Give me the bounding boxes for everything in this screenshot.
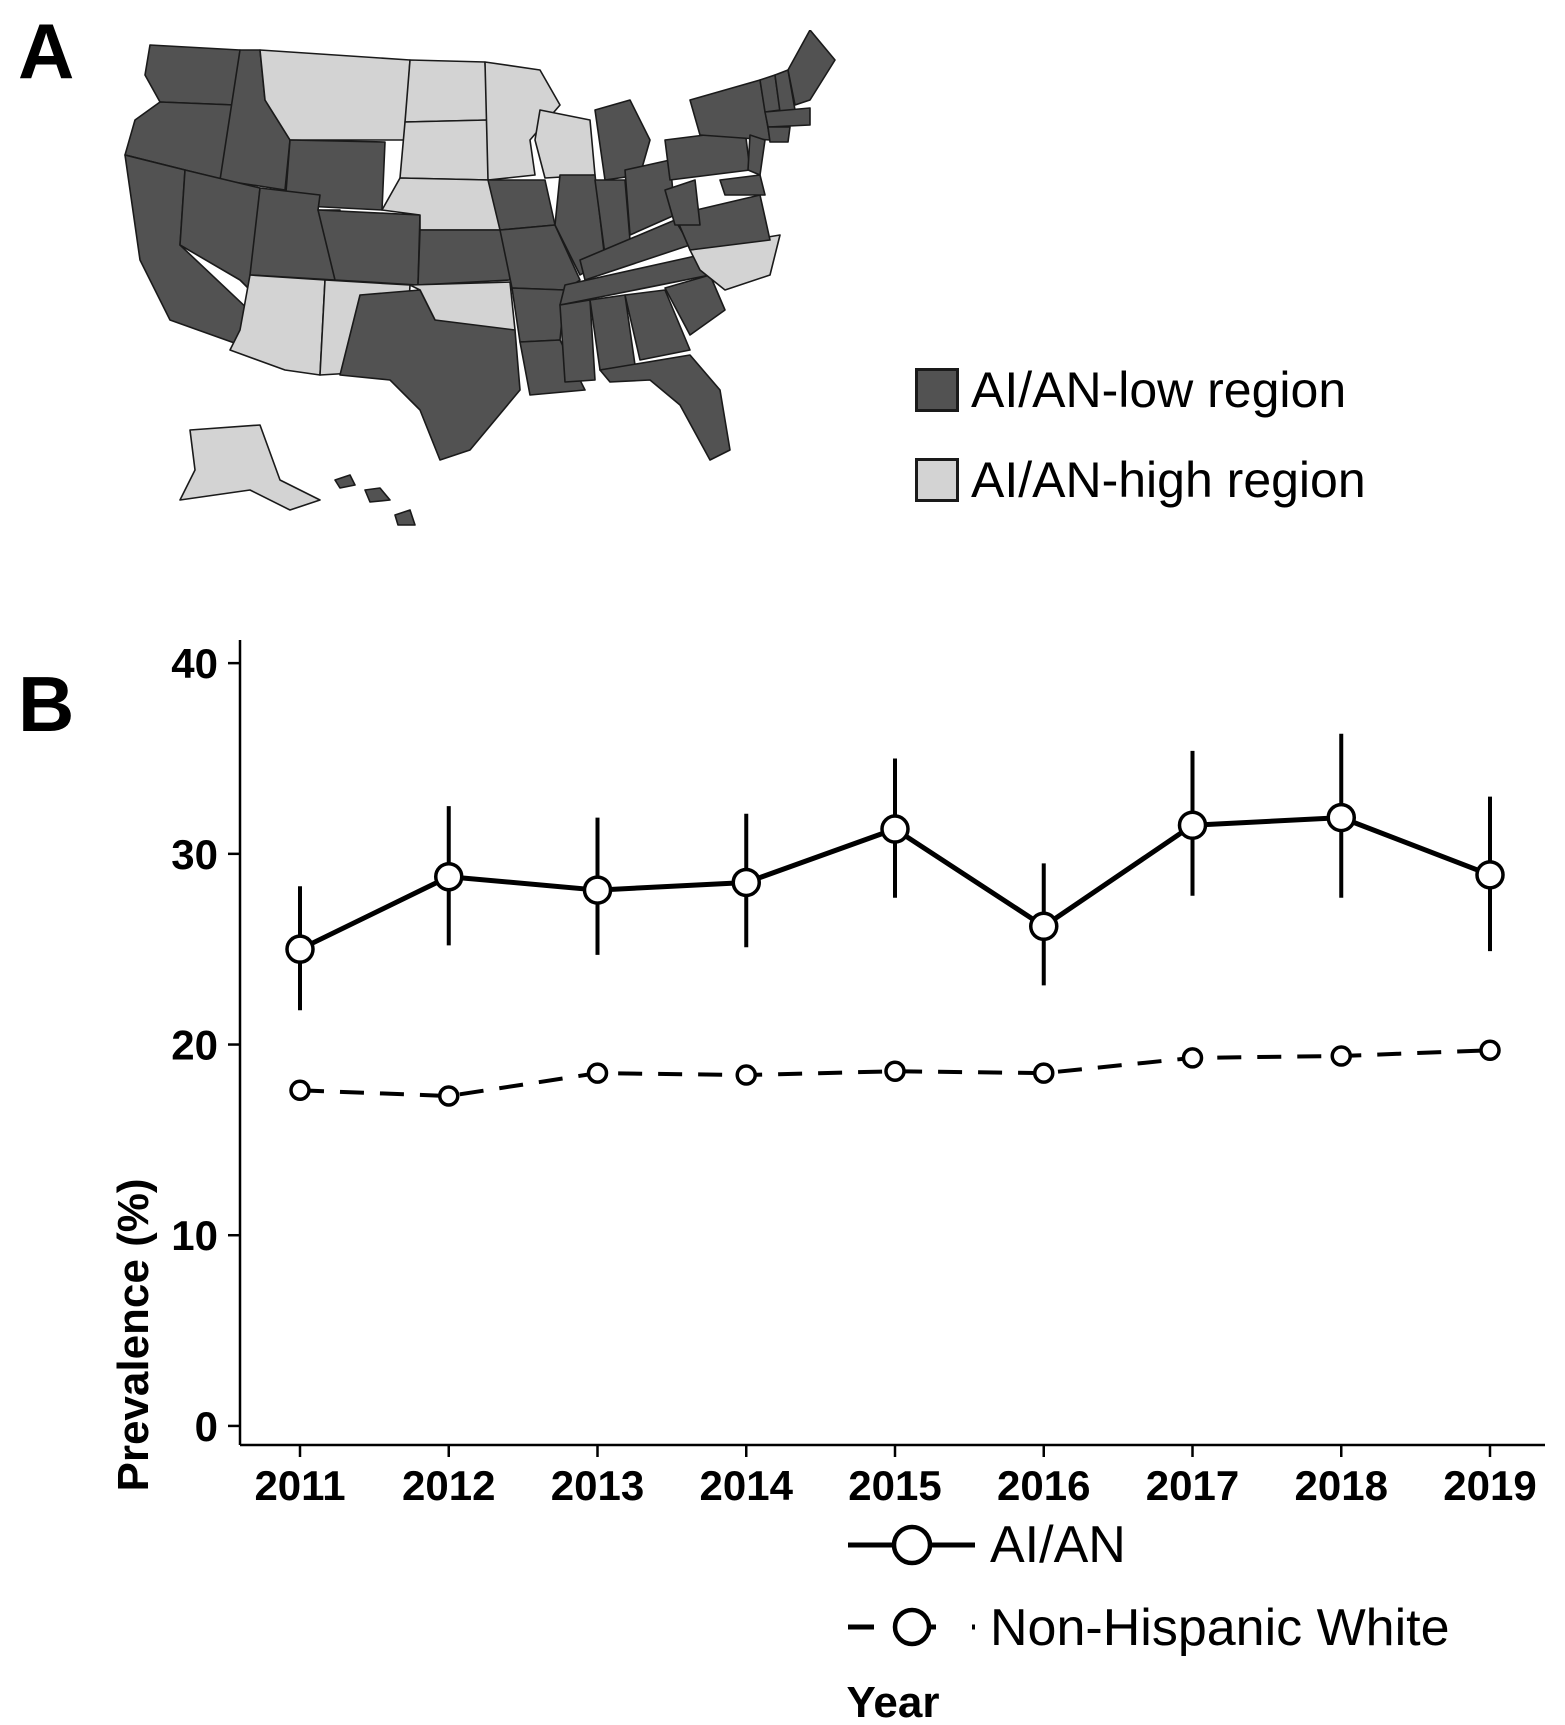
x-tick-label: 2019 [1443,1462,1536,1509]
state-ny [689,79,771,141]
y-tick-label: 20 [171,1022,218,1069]
data-point [1330,1045,1352,1067]
x-tick-label: 2012 [402,1462,495,1509]
data-point [1029,911,1059,942]
data-point [735,1064,757,1086]
state-tx [339,289,521,461]
legend-label-high: AI/AN-high region [971,452,1366,508]
chart-axes: 0 10 20 30 40 2011 2012 2013 2014 2015 2016 2017 201… [171,640,1545,1509]
legend-item-high: AI/AN-high region [915,435,1366,525]
x-tick-label: 2011 [254,1462,345,1509]
x-tick-label: 2015 [848,1462,941,1509]
data-point [1033,1062,1055,1084]
legend-swatch-high [915,458,959,502]
y-tick-label: 0 [195,1403,218,1450]
state-nv [179,169,261,291]
state-me [787,30,836,106]
y-tick-label: 10 [171,1212,218,1259]
state-nd [404,59,489,123]
chart-legend-marker-aian [891,1524,933,1566]
data-point [880,814,910,844]
state-ma [764,107,811,128]
panel-a-label: A [18,7,75,95]
prevalence-chart: 0 10 20 30 40 2011 2012 2013 2014 2015 2016 2017 201… [109,640,1545,1725]
data-point [731,867,761,898]
chart-legend-label-nhw: Non-Hispanic White [990,1599,1450,1657]
data-point [884,1060,906,1082]
y-tick-label: 30 [171,831,218,878]
map-legend: AI/AN-low region AI/AN-high region [915,345,1366,525]
state-ct [767,126,791,143]
legend-label-low: AI/AN-low region [971,362,1347,418]
state-wv [664,179,701,226]
state-co [317,209,421,286]
data-point [1326,802,1356,833]
data-point [1479,1039,1501,1062]
data-point [1475,860,1505,890]
state-wi [534,109,596,179]
us-region-map [124,30,836,526]
y-axis-title: Prevalence (%) [109,1178,158,1491]
legend-item-low: AI/AN-low region [915,345,1366,435]
state-sd [399,119,491,181]
state-hi [334,474,416,526]
state-ar [511,287,566,343]
state-va [674,194,771,251]
state-mi [594,99,651,181]
x-tick-label: 2017 [1146,1462,1239,1509]
x-axis-title: Year [847,1678,940,1725]
y-tick-label: 40 [171,640,218,687]
state-az [229,274,326,376]
panel-b-label: B [18,660,75,748]
state-ia [487,179,556,231]
state-ak [179,424,321,511]
data-point [289,1079,311,1102]
data-point [285,934,315,964]
data-point [1177,810,1208,840]
x-tick-label: 2014 [700,1462,794,1509]
state-sc [664,274,726,336]
state-ms [559,299,596,383]
data-point [1181,1047,1204,1069]
state-fl [599,354,731,461]
data-point [438,1085,460,1107]
data-point [586,1062,609,1084]
state-md [719,174,766,196]
x-tick-label: 2013 [551,1462,644,1509]
state-nj [747,134,766,176]
legend-swatch-low [915,368,959,412]
x-tick-label: 2016 [997,1462,1090,1509]
chart-series [285,733,1505,1107]
state-mt [259,49,411,141]
state-ks [417,229,511,286]
state-wa [144,44,241,106]
state-ga [624,289,691,361]
chart-legend: AI/AN Non-Hispanic White [848,1516,1450,1657]
chart-legend-label-aian: AI/AN [990,1516,1126,1574]
x-tick-label: 2018 [1295,1462,1388,1509]
chart-legend-marker-nhw [892,1607,932,1647]
data-point [434,861,464,892]
data-point [582,875,613,905]
